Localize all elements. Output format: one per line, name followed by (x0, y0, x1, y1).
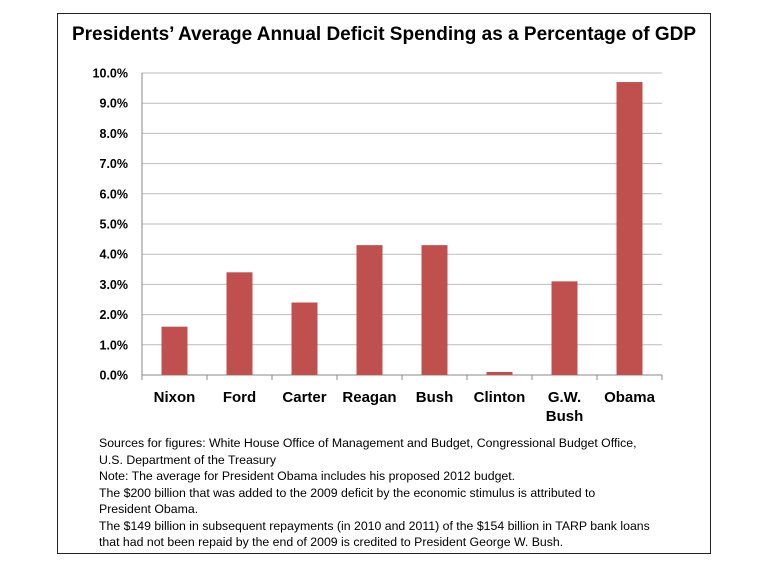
x-tick-label: Clinton (474, 389, 526, 406)
x-tick-label: Bush (416, 389, 454, 406)
footnotes: Sources for figures: White House Office … (99, 435, 699, 551)
y-tick-label: 8.0% (100, 127, 129, 141)
x-tick-label: G.W. (548, 389, 581, 406)
bar-clinton (486, 371, 513, 375)
bar-g-w-bush (551, 281, 578, 375)
y-tick-label: 10.0% (93, 67, 128, 81)
bar-bush (421, 245, 448, 375)
y-tick-label: 6.0% (100, 187, 129, 201)
y-tick-label: 5.0% (100, 218, 129, 232)
bar-reagan (356, 245, 383, 375)
bar-chart: 0.0% 1.0% 2.0% 3.0% 4.0% 5.0% 6.0% 7.0% 8.0% 9.0%… (93, 67, 663, 425)
note-line: that had not been repaid by the end of 2… (99, 535, 564, 549)
y-tick-label: 4.0% (100, 248, 129, 262)
x-tick-label: Carter (282, 389, 326, 406)
x-tick-label: Obama (604, 389, 656, 406)
y-tick-label: 7.0% (100, 157, 129, 171)
y-tick-label: 2.0% (100, 308, 129, 322)
note-line: The $149 billion in subsequent repayment… (99, 518, 650, 533)
y-tick-label: 9.0% (100, 97, 129, 111)
note-line: The $200 billion that was added to the 2… (99, 485, 596, 500)
bar-ford (226, 272, 253, 375)
slide-frame (57, 13, 711, 554)
note-line: U.S. Department of the Treasury (99, 452, 277, 467)
y-tick-label: 0.0% (100, 369, 129, 383)
x-tick-label: Bush (546, 408, 584, 425)
note-line: President Obama. (99, 502, 199, 516)
note-line: Sources for figures: White House Office … (99, 436, 637, 450)
x-tick-label: Reagan (342, 389, 396, 406)
x-tick-label: Ford (223, 389, 256, 406)
bar-nixon (161, 326, 188, 375)
x-tick-label: Nixon (154, 389, 196, 406)
bar-obama (616, 82, 643, 375)
bar-carter (291, 302, 318, 375)
note-line: Note: The average for President Obama in… (99, 469, 516, 483)
chart-title: Presidents’ Average Annual Deficit Spend… (71, 24, 696, 45)
y-tick-label: 3.0% (100, 278, 129, 292)
y-tick-label: 1.0% (100, 338, 129, 352)
